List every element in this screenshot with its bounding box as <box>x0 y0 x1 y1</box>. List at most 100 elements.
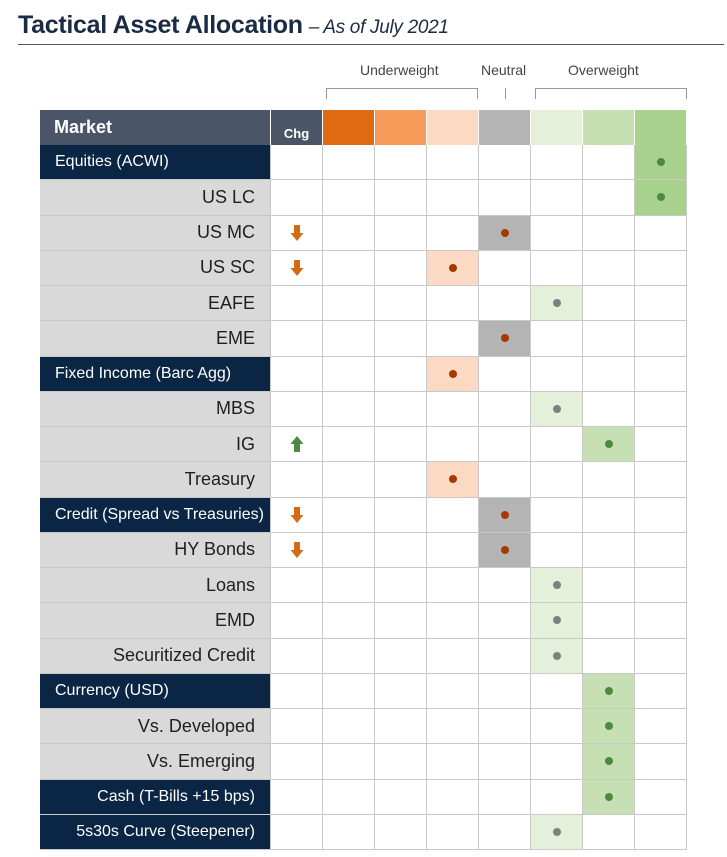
allocation-cell <box>427 145 479 181</box>
allocation-cell <box>531 744 583 780</box>
allocation-cell <box>583 180 635 216</box>
row-label-us-mc: US MC <box>40 215 271 251</box>
allocation-cell <box>583 603 635 639</box>
row-label-emd: EMD <box>40 603 271 639</box>
allocation-cell <box>583 497 635 533</box>
allocation-cell <box>531 673 583 709</box>
allocation-cell-selected <box>479 321 531 357</box>
chg-cell <box>271 145 323 181</box>
chg-cell <box>271 462 323 498</box>
chg-cell <box>271 391 323 427</box>
allocation-cell <box>583 391 635 427</box>
allocation-cell-selected <box>427 462 479 498</box>
allocation-cell <box>323 568 375 604</box>
allocation-cell <box>635 638 687 674</box>
allocation-cell <box>427 180 479 216</box>
allocation-cell <box>479 180 531 216</box>
allocation-cell-selected <box>531 286 583 322</box>
allocation-cell <box>375 462 427 498</box>
chg-header: Chg <box>271 110 323 145</box>
scale-color-header-1 <box>323 110 375 145</box>
allocation-dot-icon <box>448 369 457 378</box>
allocation-cell <box>323 673 375 709</box>
down-arrow-icon <box>290 541 303 558</box>
neutral-bracket <box>505 88 506 99</box>
allocation-cell <box>375 321 427 357</box>
allocation-cell <box>583 286 635 322</box>
allocation-cell <box>479 462 531 498</box>
allocation-cell <box>531 532 583 568</box>
allocation-cell-selected <box>531 638 583 674</box>
down-arrow-icon <box>290 506 303 523</box>
allocation-cell-selected <box>531 603 583 639</box>
allocation-cell <box>531 427 583 463</box>
allocation-cell <box>323 427 375 463</box>
allocation-cell <box>323 603 375 639</box>
allocation-cell <box>583 568 635 604</box>
allocation-cell <box>323 744 375 780</box>
allocation-cell <box>427 532 479 568</box>
row-label-loans: Loans <box>40 568 271 604</box>
allocation-cell <box>323 215 375 251</box>
allocation-cell <box>635 321 687 357</box>
underweight-bracket <box>326 88 478 99</box>
allocation-dot-icon <box>500 510 509 519</box>
allocation-cell <box>583 215 635 251</box>
allocation-dot-icon <box>656 193 665 202</box>
allocation-dot-icon <box>604 686 613 695</box>
allocation-cell-selected <box>583 673 635 709</box>
allocation-dot-icon <box>552 827 561 836</box>
allocation-cell <box>583 532 635 568</box>
allocation-cell-selected <box>479 497 531 533</box>
allocation-cell-selected <box>531 391 583 427</box>
allocation-cell <box>479 356 531 392</box>
allocation-cell <box>375 744 427 780</box>
row-label-equities-acwi: Equities (ACWI) <box>40 145 271 181</box>
allocation-cell <box>375 356 427 392</box>
allocation-cell <box>427 638 479 674</box>
allocation-cell <box>375 286 427 322</box>
allocation-cell <box>323 709 375 745</box>
allocation-cell-selected <box>583 709 635 745</box>
allocation-dot-icon <box>552 616 561 625</box>
allocation-cell-selected <box>635 145 687 181</box>
allocation-cell <box>323 321 375 357</box>
scale-color-header-5 <box>531 110 583 145</box>
allocation-cell <box>375 532 427 568</box>
scale-color-header-3 <box>427 110 479 145</box>
allocation-cell <box>323 250 375 286</box>
chg-cell <box>271 497 323 533</box>
allocation-cell <box>531 779 583 815</box>
allocation-cell <box>375 215 427 251</box>
allocation-cell <box>479 427 531 463</box>
allocation-cell <box>375 603 427 639</box>
allocation-cell <box>375 779 427 815</box>
title-text: Tactical Asset Allocation <box>18 11 303 39</box>
allocation-cell <box>323 356 375 392</box>
row-label-fixed-income-barc-agg: Fixed Income (Barc Agg) <box>40 356 271 392</box>
allocation-cell <box>427 215 479 251</box>
row-label-us-lc: US LC <box>40 180 271 216</box>
allocation-cell <box>635 814 687 850</box>
allocation-cell <box>427 391 479 427</box>
chg-cell <box>271 215 323 251</box>
market-header: Market <box>40 110 271 145</box>
allocation-dot-icon <box>604 792 613 801</box>
allocation-cell <box>323 532 375 568</box>
overweight-label: Overweight <box>568 62 639 78</box>
chg-cell <box>271 779 323 815</box>
allocation-cell <box>427 709 479 745</box>
allocation-cell <box>375 673 427 709</box>
chg-cell <box>271 814 323 850</box>
allocation-dot-icon <box>500 228 509 237</box>
chg-cell <box>271 638 323 674</box>
row-label-vs-emerging: Vs. Emerging <box>40 744 271 780</box>
allocation-cell <box>635 497 687 533</box>
allocation-cell-selected <box>479 215 531 251</box>
row-label-us-sc: US SC <box>40 250 271 286</box>
allocation-cell <box>635 462 687 498</box>
row-label-currency-usd: Currency (USD) <box>40 673 271 709</box>
row-label-ig: IG <box>40 427 271 463</box>
allocation-cell <box>323 391 375 427</box>
chg-cell <box>271 427 323 463</box>
